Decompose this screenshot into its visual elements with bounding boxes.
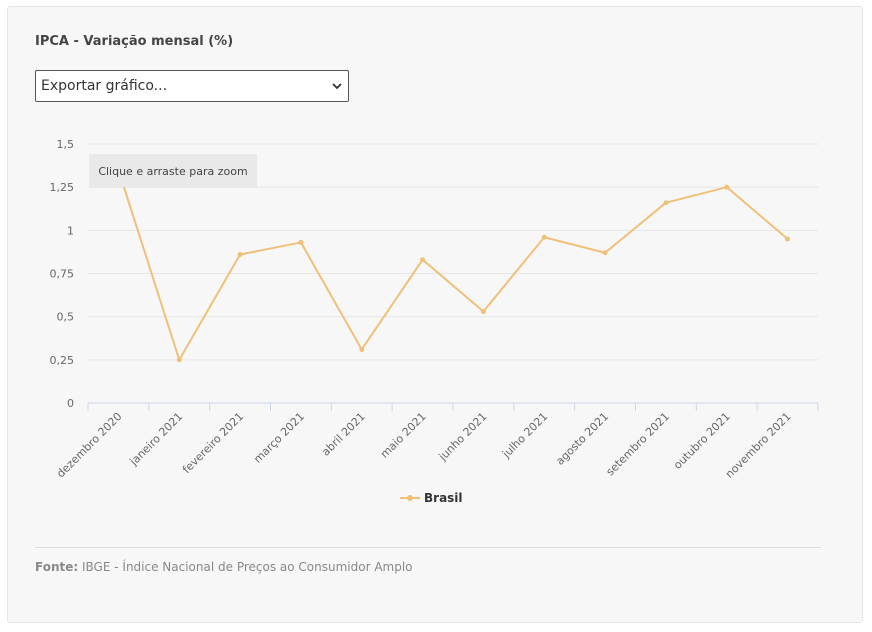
data-point [541,234,547,240]
data-point [359,346,365,352]
x-tick-label: setembro 2021 [604,410,672,478]
source-label: Fonte: [35,560,79,574]
export-chart-select[interactable]: Exportar gráfico... [35,70,349,102]
x-tick-label: janeiro 2021 [127,410,186,469]
data-point [237,252,243,258]
zoom-hint-text: Clique e arraste para zoom [98,165,247,178]
series-line [117,169,789,361]
data-point [176,357,182,363]
x-tick-label: março 2021 [251,410,307,466]
legend-marker [400,495,420,501]
source-note: Fonte: IBGE - Índice Nacional de Preços … [35,560,413,574]
x-tick-label: fevereiro 2021 [180,410,246,476]
y-tick-label: 1 [67,224,74,237]
data-point [298,239,304,245]
x-tick-label: agosto 2021 [553,410,611,468]
divider [35,547,821,548]
x-tick-label: outubro 2021 [671,410,733,472]
y-tick-label: 0,5 [57,311,75,324]
x-tick-label: novembro 2021 [723,410,794,481]
chart-card [7,6,863,623]
source-text: IBGE - Índice Nacional de Preços ao Cons… [82,560,413,574]
zoom-hint-box [89,154,257,187]
export-select-value: Exportar gráfico... [41,78,168,94]
x-tick-label: abril 2021 [319,410,368,459]
y-tick-label: 1,25 [50,181,75,194]
x-tick-label: julho 2021 [499,410,550,461]
data-point [785,236,791,242]
data-point [602,250,608,256]
x-tick-label: dezembro 2020 [54,410,124,480]
y-tick-label: 0,25 [50,354,75,367]
y-tick-label: 1,5 [57,138,75,151]
data-point [420,257,426,263]
data-point [663,200,669,206]
x-tick-label: maio 2021 [378,410,429,461]
x-tick-label: junho 2021 [436,410,490,464]
data-point [724,184,730,190]
data-point [480,308,486,314]
chart-title: IPCA - Variação mensal (%) [35,34,234,49]
legend-label: Brasil [424,491,463,505]
y-tick-label: 0,75 [50,268,75,281]
legend-item-brasil[interactable]: Brasil [400,490,463,506]
y-tick-label: 0 [67,397,74,410]
chevron-down-icon [332,83,342,90]
